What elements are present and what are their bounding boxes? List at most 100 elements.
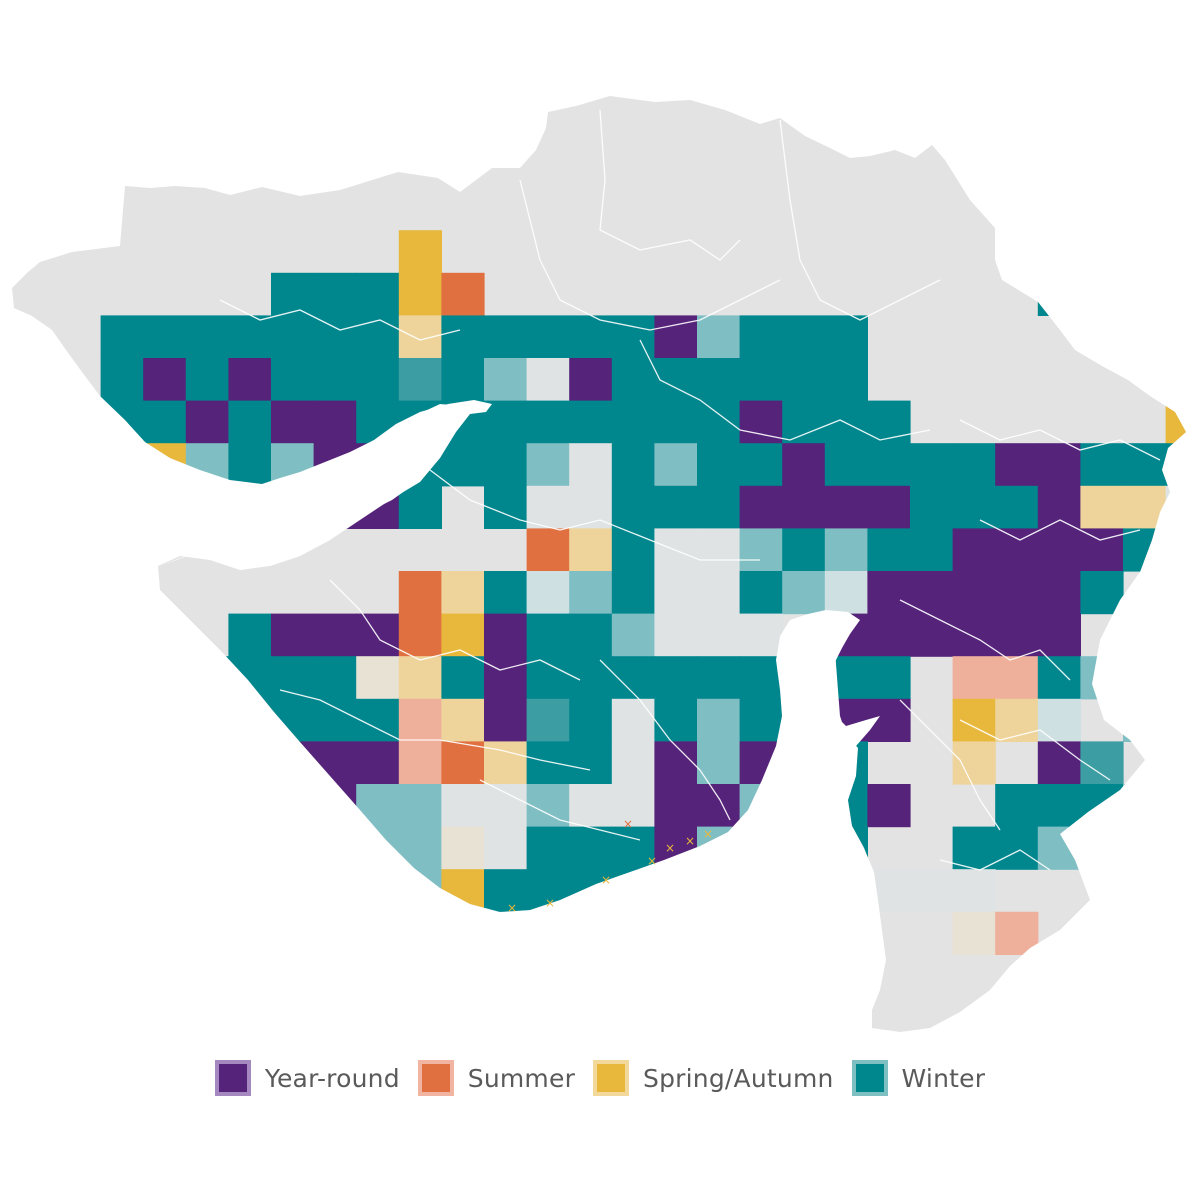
grid-cell	[697, 784, 741, 828]
grid-cell	[611, 571, 655, 615]
coast-marker: ×	[545, 896, 555, 910]
grid-cell	[1080, 443, 1124, 487]
grid-cell	[1123, 485, 1167, 529]
district-border	[599, 109, 741, 261]
grid-cell	[867, 443, 911, 487]
grid-cell	[1080, 230, 1124, 274]
grid-cell	[441, 741, 485, 785]
grid-cell	[569, 443, 613, 487]
grid-cell	[484, 571, 528, 615]
grid-cell	[910, 869, 954, 913]
grid-cell	[952, 613, 996, 657]
grid-cell	[697, 869, 741, 913]
grid-cell	[995, 528, 1039, 572]
grid-cell	[697, 443, 741, 487]
grid-cell	[995, 826, 1039, 870]
grid-cell	[654, 656, 698, 700]
grid-cell	[697, 911, 741, 955]
grid-cell	[697, 485, 741, 529]
grid-cell	[611, 954, 655, 998]
grid-cell	[1037, 272, 1081, 316]
grid-cell	[100, 443, 144, 487]
grid-cell	[611, 911, 655, 955]
grid-cell	[1123, 656, 1167, 700]
grid-cell	[143, 358, 187, 402]
grid-cell	[1123, 954, 1167, 998]
grid-cell	[569, 315, 613, 359]
district-border	[959, 719, 1111, 781]
grid-cell	[313, 826, 357, 870]
grid-cell	[739, 485, 783, 529]
grid-cell	[313, 698, 357, 742]
coast-marker: ×	[447, 879, 457, 893]
grid-cell	[824, 485, 868, 529]
grid-cell	[1080, 656, 1124, 700]
grid-cell	[356, 698, 400, 742]
grid-cell	[441, 613, 485, 657]
grid-cell	[526, 528, 570, 572]
grid-cell	[569, 784, 613, 828]
grid-cell	[995, 698, 1039, 742]
grid-cell	[654, 443, 698, 487]
grid-cell	[1080, 826, 1124, 870]
grid-cell	[398, 230, 442, 274]
gulf-of-khambhat	[782, 610, 886, 1032]
grid-cell	[271, 784, 315, 828]
grid-cell	[441, 656, 485, 700]
grid-cell	[398, 911, 442, 955]
grid-cell	[654, 400, 698, 444]
district-border	[429, 469, 760, 561]
grid-cell	[1080, 272, 1124, 316]
grid-cell	[271, 613, 315, 657]
grid-cell	[910, 613, 954, 657]
grid-cell	[526, 954, 570, 998]
grid-cell	[1080, 187, 1124, 231]
legend: Year-round Summer Spring/Autumn Winter	[0, 1056, 1200, 1100]
grid-cell	[484, 613, 528, 657]
grid-cell	[313, 358, 357, 402]
grid-cell	[1080, 145, 1124, 189]
grid-cell	[952, 571, 996, 615]
grid-cell	[398, 315, 442, 359]
grid-cell	[739, 826, 783, 870]
grid-cell	[398, 826, 442, 870]
grid-cell	[739, 656, 783, 700]
grid-cell	[910, 443, 954, 487]
grid-cell	[356, 784, 400, 828]
grid-cell	[782, 911, 826, 955]
grid-cell	[611, 315, 655, 359]
grid-cell	[271, 698, 315, 742]
grid-cell	[739, 784, 783, 828]
gujarat-season-map: × × × × × × × × ×	[12, 96, 1186, 1032]
coast-marker: ×	[601, 873, 611, 887]
grid-cell	[995, 443, 1039, 487]
legend-item-summer: Summer	[417, 1060, 575, 1096]
grid-cell	[1037, 485, 1081, 529]
grid-cell	[867, 485, 911, 529]
grid-cell	[356, 315, 400, 359]
grid-cell	[526, 741, 570, 785]
grid-cell	[952, 443, 996, 487]
grid-cell	[611, 784, 655, 828]
grid-cell	[100, 400, 144, 444]
grid-cell	[611, 698, 655, 742]
district-border	[519, 179, 781, 331]
grid-cell	[185, 656, 229, 700]
grid-cell	[952, 656, 996, 700]
grid-cell	[782, 571, 826, 615]
district-border	[479, 779, 641, 841]
grid-cell	[313, 784, 357, 828]
grid-cell	[228, 315, 272, 359]
grid-cell	[739, 571, 783, 615]
district-border	[279, 689, 591, 771]
grid-cell	[484, 869, 528, 913]
grid-cell	[824, 443, 868, 487]
grid-cell	[356, 613, 400, 657]
grid-cell	[1080, 997, 1124, 1032]
grid-cell	[611, 656, 655, 700]
grid-cell	[654, 784, 698, 828]
grid-cell	[143, 315, 187, 359]
grid-cell	[441, 698, 485, 742]
grid-cell	[185, 443, 229, 487]
grid-cell	[739, 698, 783, 742]
